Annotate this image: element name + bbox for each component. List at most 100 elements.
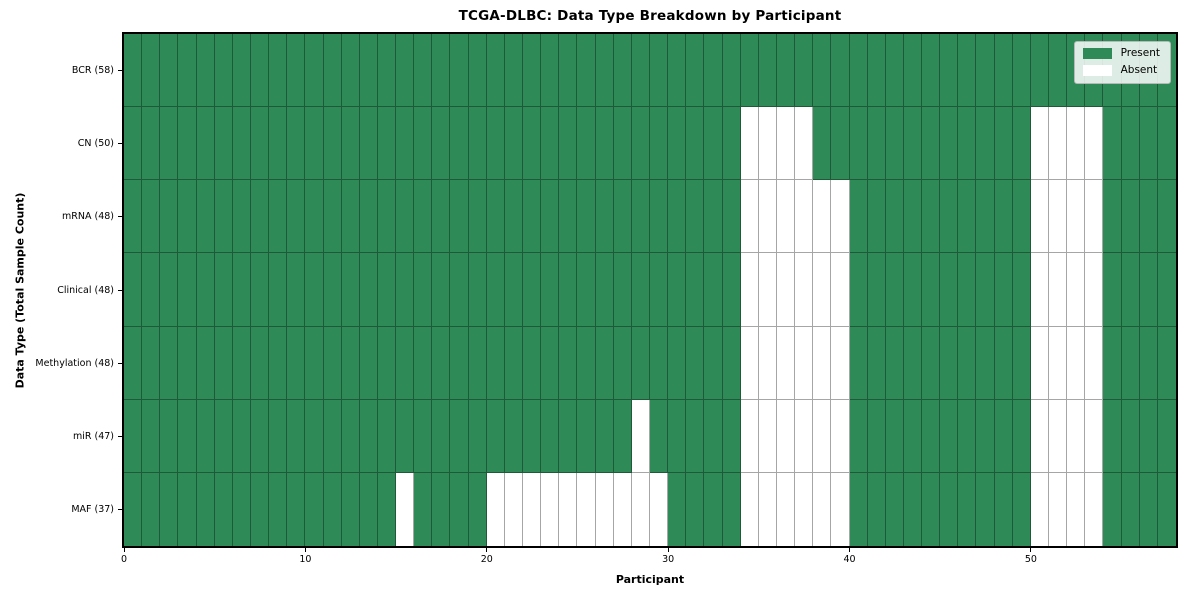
matrix-cell [1049,107,1068,181]
matrix-cell [1030,34,1050,108]
matrix-cell [831,180,850,254]
matrix-cell [940,399,959,473]
legend-item-present: Present [1082,48,1160,59]
matrix-cell [1139,326,1158,400]
matrix-cell [831,107,850,181]
matrix-cell [305,34,324,108]
matrix-cell [1067,472,1086,546]
matrix-cell [287,472,306,546]
matrix-cell [831,326,850,400]
matrix-cell [686,326,705,400]
matrix-cell [305,253,324,327]
matrix-cell [396,472,415,546]
matrix-cell [396,34,415,108]
y-tick-mark [118,435,122,437]
matrix-cell [1012,399,1031,473]
matrix-cell [269,180,288,254]
matrix-cell [414,253,433,327]
matrix-cell [831,472,850,546]
matrix-cell [396,107,415,181]
matrix-cell [922,107,941,181]
matrix-cell [1012,326,1031,400]
matrix-cell [758,107,777,181]
matrix-cell [1030,399,1050,473]
matrix-cell [124,399,143,473]
matrix-cell [776,326,796,400]
matrix-cell [432,472,451,546]
matrix-cell [922,472,941,546]
matrix-cell [178,399,197,473]
matrix-cell [377,107,397,181]
matrix-cell [178,107,197,181]
matrix-cell [668,253,687,327]
matrix-cell [903,399,923,473]
matrix-cell [1139,472,1158,546]
matrix-cell [1085,472,1104,546]
matrix-cell [903,472,923,546]
matrix-cell [650,472,669,546]
legend: Present Absent [1073,41,1171,84]
matrix-cell [867,180,886,254]
matrix-cell [994,472,1013,546]
matrix-cell [414,326,433,400]
matrix-cell [776,253,796,327]
matrix-cell [377,180,397,254]
matrix-cell [160,399,179,473]
matrix-cell [323,399,342,473]
matrix-cell [359,326,378,400]
matrix-cell [795,253,814,327]
matrix-cell [740,326,759,400]
matrix-cell [214,326,233,400]
matrix-cell [323,253,342,327]
matrix-cell [958,180,977,254]
matrix-cell [1030,472,1050,546]
y-tick-label: MAF (37) [71,503,114,515]
matrix-cell [196,107,215,181]
matrix-cell [559,180,578,254]
matrix-cell [1157,326,1176,400]
matrix-cell [414,107,433,181]
matrix-cell [1103,472,1122,546]
matrix-cell [160,34,179,108]
y-tick-mark [118,70,122,72]
matrix-cell [976,107,995,181]
matrix-cell [559,253,578,327]
matrix-cell [903,253,923,327]
matrix-cell [232,399,251,473]
matrix-cell [668,180,687,254]
matrix-cell [559,399,578,473]
matrix-cell [287,180,306,254]
matrix-cell [776,34,796,108]
matrix-cell [1067,326,1086,400]
matrix-cell [813,34,832,108]
matrix-cell [396,326,415,400]
matrix-cell [758,253,777,327]
matrix-cell [341,107,360,181]
matrix-cell [577,472,596,546]
matrix-cell [922,326,941,400]
legend-swatch-absent [1082,65,1112,76]
matrix-cell [758,326,777,400]
matrix-cell [504,326,524,400]
matrix-cell [922,180,941,254]
x-tick-label: 40 [843,554,856,565]
matrix-cell [1067,180,1086,254]
matrix-cell [486,399,505,473]
matrix-cell [722,180,741,254]
x-tick-label: 0 [120,554,128,565]
matrix-cell [523,399,542,473]
matrix-cell [613,107,632,181]
matrix-cell [940,107,959,181]
matrix-cell [740,399,759,473]
matrix-cell [740,253,759,327]
matrix-cell [178,253,197,327]
matrix-cell [196,472,215,546]
matrix-cell [650,253,669,327]
matrix-cell [885,399,904,473]
matrix-cell [1067,399,1086,473]
matrix-cell [722,472,741,546]
matrix-cell [1103,326,1122,400]
matrix-cell [795,180,814,254]
matrix-cell [269,472,288,546]
matrix-cell [468,472,487,546]
